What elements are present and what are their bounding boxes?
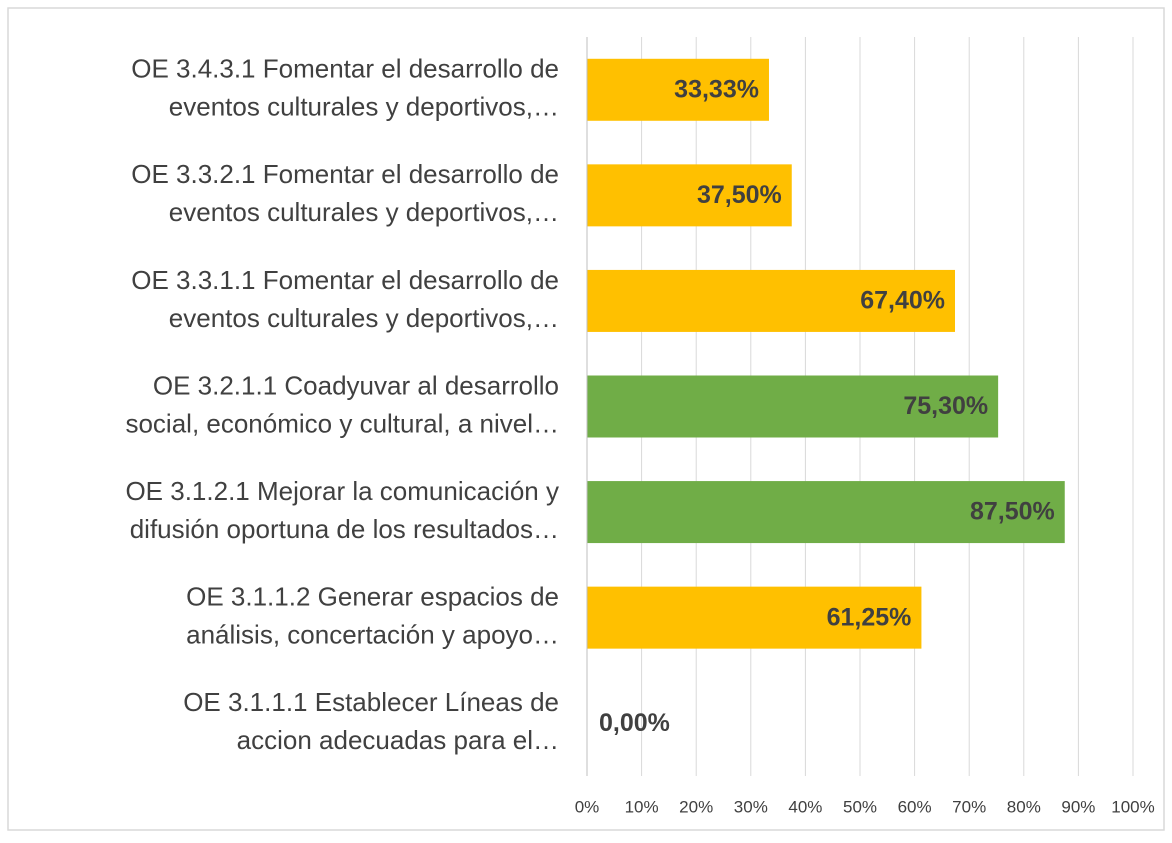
y-tick-label: análisis, concertación y apoyo… xyxy=(186,620,559,650)
y-tick-label: OE 3.1.1.1 Establecer Líneas de xyxy=(183,687,559,717)
data-label: 0,00% xyxy=(599,709,670,737)
y-tick-label: OE 3.3.2.1 Fomentar el desarrollo de xyxy=(131,159,559,189)
x-tick-label: 10% xyxy=(625,797,659,816)
data-label: 37,50% xyxy=(697,181,782,209)
x-tick-label: 70% xyxy=(952,797,986,816)
data-label: 75,30% xyxy=(903,392,988,420)
bar xyxy=(587,164,792,227)
data-label: 87,50% xyxy=(970,498,1055,526)
y-tick-label: eventos culturales y deportivos,… xyxy=(169,303,559,333)
x-tick-label: 60% xyxy=(898,797,932,816)
data-label: 61,25% xyxy=(827,603,912,631)
y-tick-label: social, económico y cultural, a nivel… xyxy=(125,408,559,438)
y-tick-label: OE 3.3.1.1 Fomentar el desarrollo de xyxy=(131,265,559,295)
y-tick-label: OE 3.1.1.2 Generar espacios de xyxy=(186,582,559,612)
x-tick-label: 90% xyxy=(1061,797,1095,816)
y-tick-label: OE 3.4.3.1 Fomentar el desarrollo de xyxy=(131,54,559,84)
bar xyxy=(587,58,769,121)
bar xyxy=(587,269,956,332)
bar xyxy=(587,586,922,649)
x-tick-label: 0% xyxy=(575,797,600,816)
x-tick-label: 80% xyxy=(1007,797,1041,816)
x-tick-label: 20% xyxy=(679,797,713,816)
y-tick-label: OE 3.1.2.1 Mejorar la comunicación y xyxy=(125,476,559,506)
y-tick-label: accion adecuadas para el… xyxy=(237,725,559,755)
x-tick-label: 100% xyxy=(1111,797,1154,816)
bar xyxy=(587,375,999,438)
y-tick-label: difusión oportuna de los resultados… xyxy=(130,514,559,544)
x-tick-label: 40% xyxy=(788,797,822,816)
data-label: 33,33% xyxy=(674,75,759,103)
data-label: 67,40% xyxy=(860,287,945,315)
x-tick-label: 30% xyxy=(734,797,768,816)
x-tick-label: 50% xyxy=(843,797,877,816)
y-tick-label: OE 3.2.1.1 Coadyuvar al desarrollo xyxy=(153,370,559,400)
y-tick-label: eventos culturales y deportivos,… xyxy=(169,92,559,122)
y-tick-label: eventos culturales y deportivos,… xyxy=(169,197,559,227)
bar xyxy=(587,481,1065,544)
